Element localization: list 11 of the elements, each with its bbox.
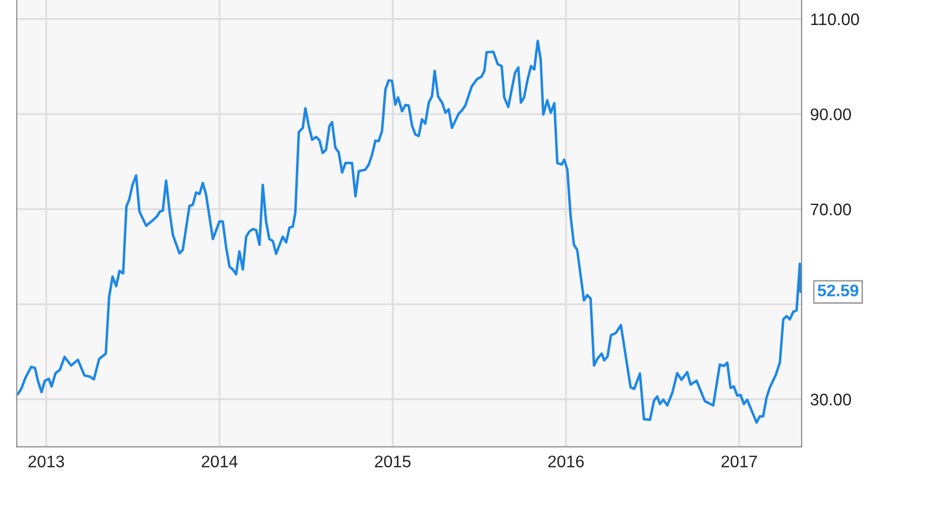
x-tick-label: 2014 <box>202 456 238 468</box>
y-tick-label: 110.00 <box>811 13 860 26</box>
x-tick-label: 2016 <box>548 456 584 468</box>
line-series <box>16 40 802 424</box>
annotation: 52.59 <box>818 284 858 296</box>
y-tick-label: 70.00 <box>810 204 851 216</box>
x-tick-label: 2015 <box>375 456 411 468</box>
x-tick-label: 2017 <box>722 456 757 468</box>
y-tick-label: 30.00 <box>810 394 851 406</box>
y-tick-label: 90.00 <box>810 108 851 120</box>
x-tick-label: 2013 <box>28 456 64 468</box>
